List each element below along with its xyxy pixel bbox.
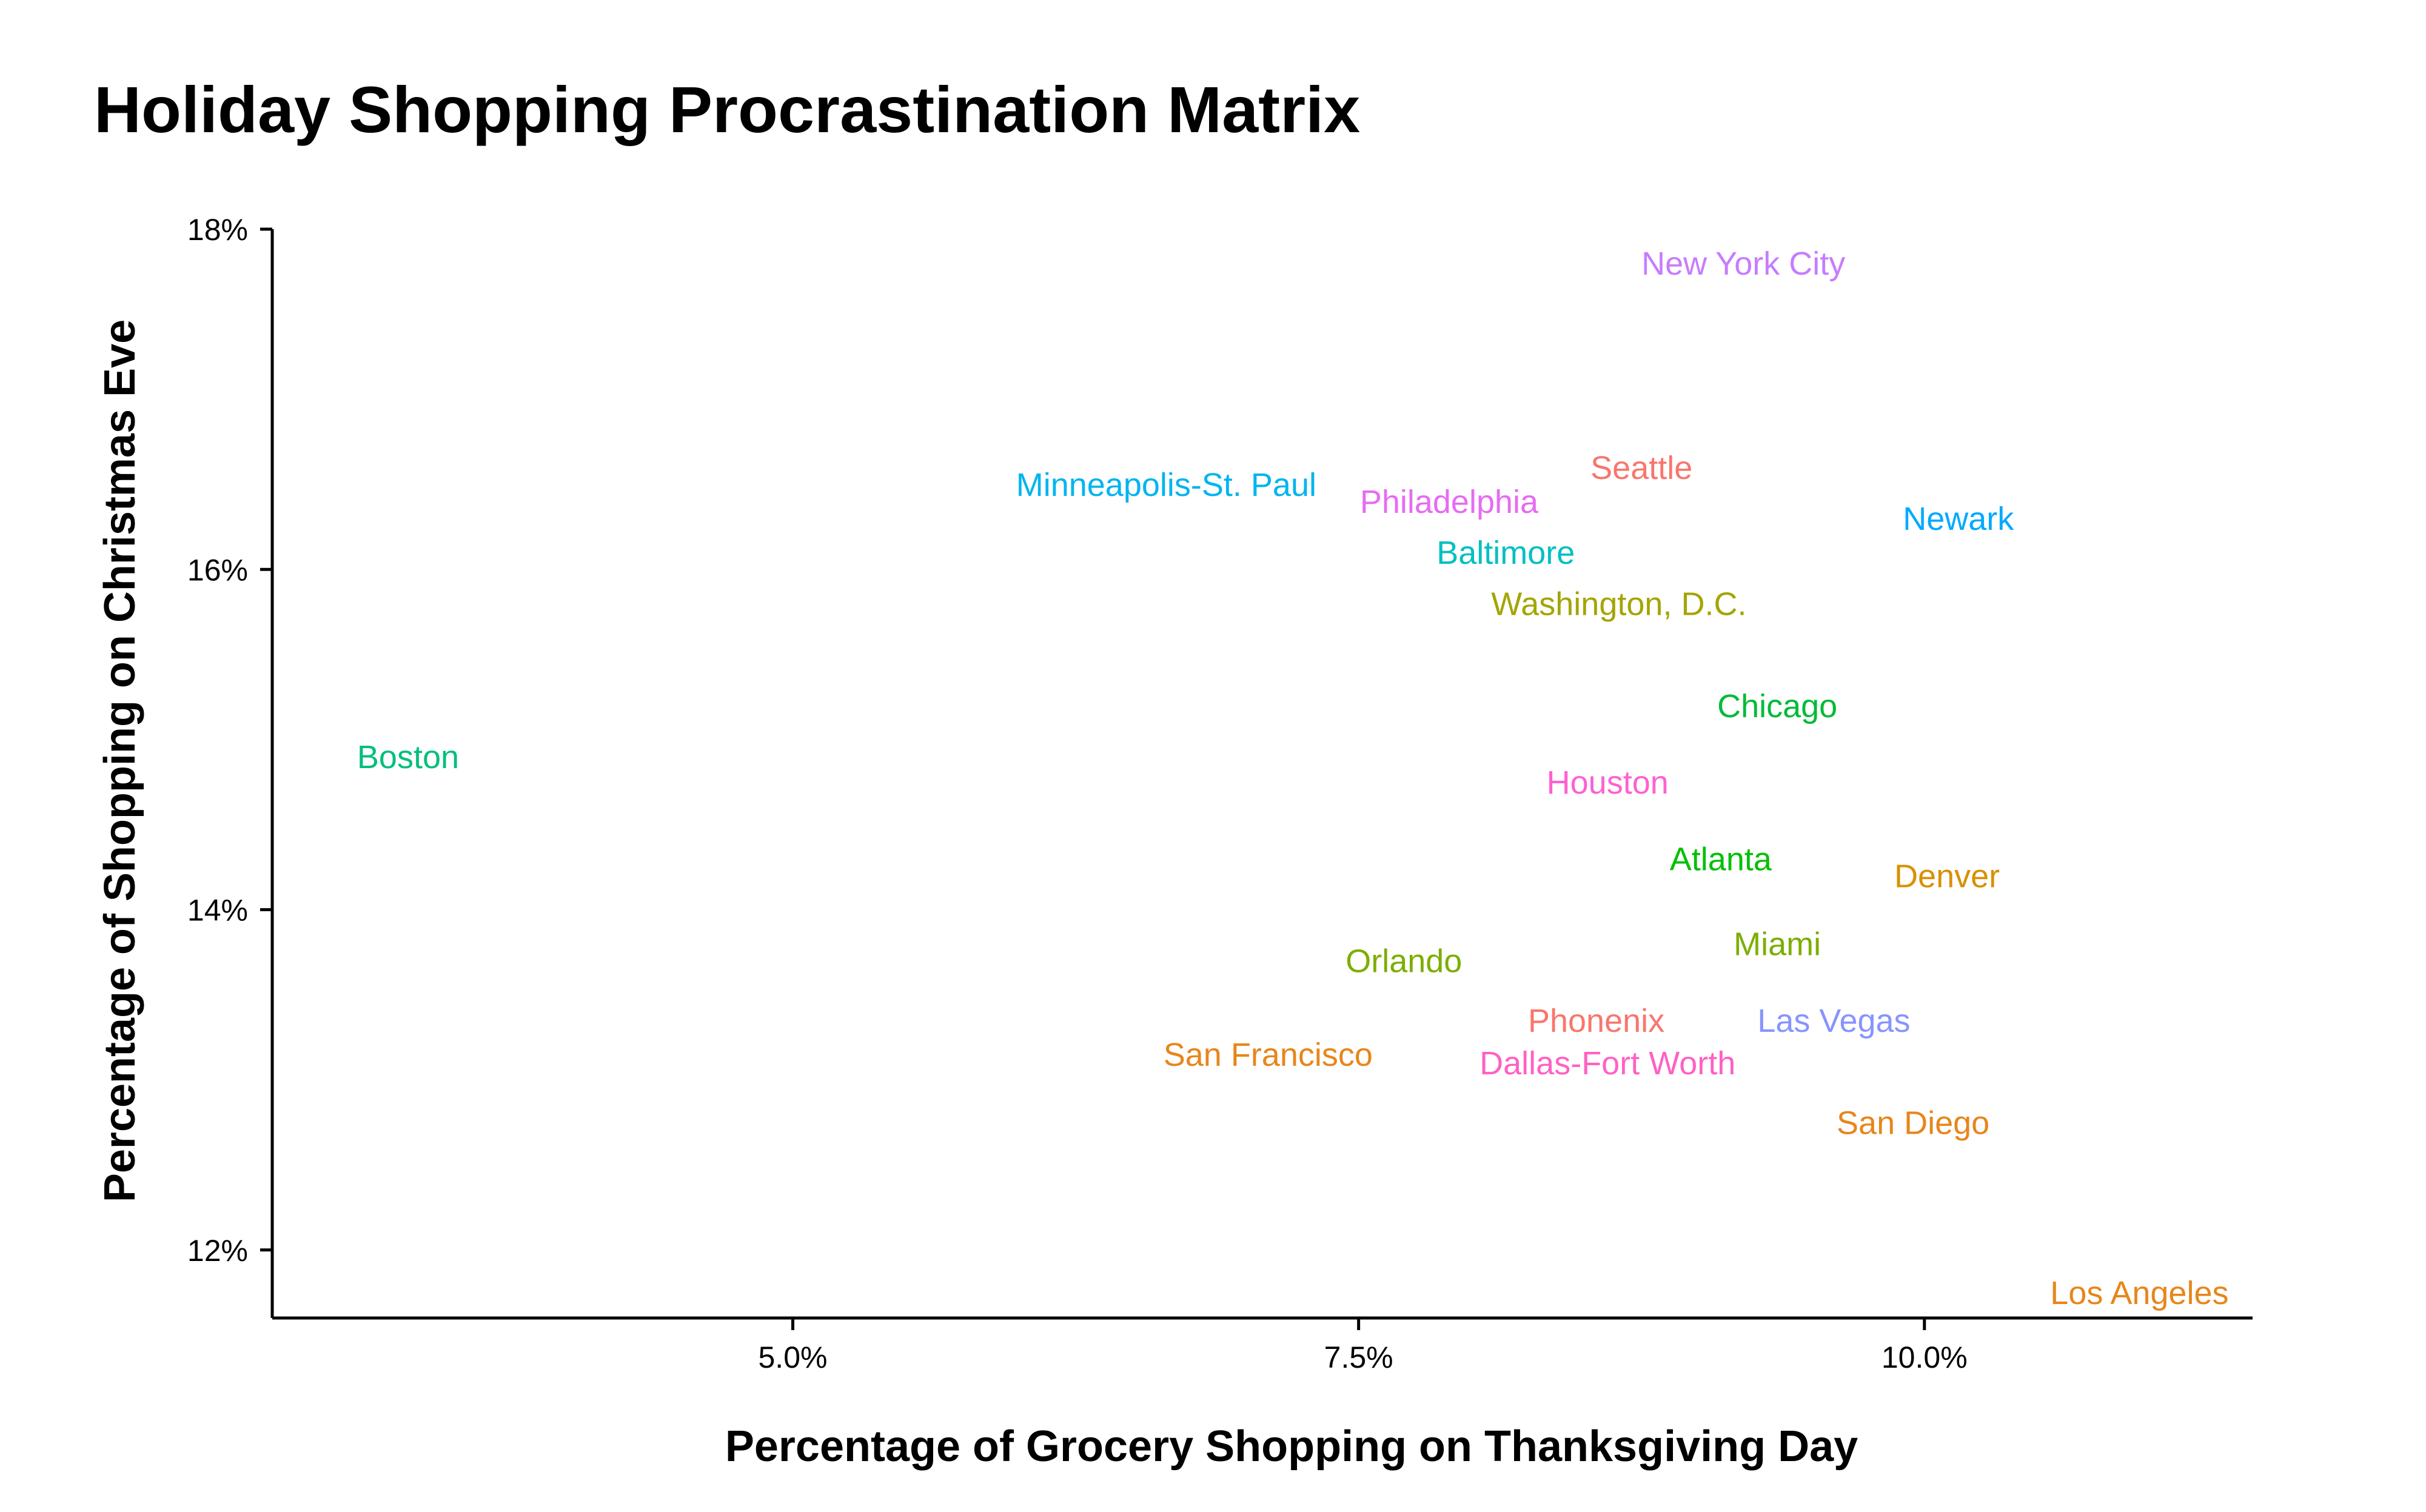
- city-point-label: Baltimore: [1436, 535, 1575, 571]
- axis-ticks: 5.0% 7.5% 10.0% 12% 14% 16% 18%: [187, 213, 1968, 1374]
- city-point-label: San Diego: [1837, 1105, 1989, 1141]
- y-tick-label: 18%: [187, 213, 248, 247]
- y-tick-label: 12%: [187, 1234, 248, 1268]
- city-point-label: Seattle: [1590, 450, 1692, 486]
- city-point-label: Las Vegas: [1757, 1003, 1910, 1039]
- city-point-label: Miami: [1734, 926, 1821, 963]
- point-labels: New York City Seattle Minneapolis-St. Paul…: [357, 246, 2229, 1311]
- city-point-label: Chicago: [1717, 688, 1837, 724]
- city-point-label: Denver: [1894, 858, 2000, 894]
- city-point-label: Houston: [1547, 764, 1669, 801]
- city-point-label: Minneapolis-St. Paul: [1016, 467, 1316, 503]
- city-point-label: Philadelphia: [1360, 484, 1539, 520]
- city-point-label: Phonenix: [1528, 1003, 1664, 1039]
- city-point-label: New York City: [1641, 246, 1845, 282]
- y-tick-label: 16%: [187, 553, 248, 587]
- city-point-label: Los Angeles: [2050, 1275, 2228, 1311]
- x-axis-title: Percentage of Grocery Shopping on Thanks…: [725, 1422, 1858, 1471]
- city-point-label: Dallas-Fort Worth: [1479, 1045, 1735, 1082]
- y-axis-title: Percentage of Shopping on Christmas Eve: [96, 319, 144, 1202]
- city-point-label: San Francisco: [1164, 1037, 1373, 1073]
- city-point-label: Atlanta: [1670, 841, 1772, 877]
- city-point-label: Washington, D.C.: [1491, 586, 1746, 622]
- city-point-label: Boston: [357, 739, 459, 775]
- city-point-label: Orlando: [1345, 943, 1462, 980]
- x-tick-label: 7.5%: [1324, 1340, 1393, 1374]
- y-tick-label: 14%: [187, 894, 248, 928]
- x-tick-label: 5.0%: [759, 1340, 828, 1374]
- axes: [270, 229, 2253, 1320]
- chart-title: Holiday Shopping Procrastination Matrix: [94, 73, 1361, 146]
- x-tick-label: 10.0%: [1881, 1340, 1968, 1374]
- city-point-label: Newark: [1903, 501, 2014, 537]
